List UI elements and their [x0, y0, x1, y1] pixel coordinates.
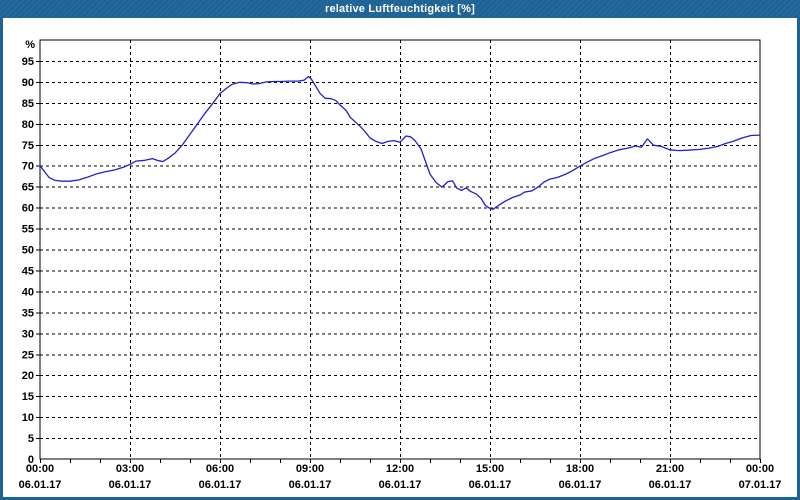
svg-text:55: 55 [22, 224, 34, 236]
svg-text:06.01.17: 06.01.17 [199, 479, 242, 491]
svg-text:06:00: 06:00 [206, 463, 234, 475]
svg-text:15:00: 15:00 [476, 463, 504, 475]
svg-text:03:00: 03:00 [116, 463, 144, 475]
window-title: relative Luftfeuchtigkeit [%] [324, 3, 476, 15]
window-title-bar[interactable]: relative Luftfeuchtigkeit [%] [0, 0, 800, 18]
svg-text:65: 65 [22, 182, 34, 194]
svg-text:07.01.17: 07.01.17 [739, 479, 782, 491]
svg-text:60: 60 [22, 203, 34, 215]
svg-text:09:00: 09:00 [296, 463, 324, 475]
y-axis-unit-label: % [25, 39, 35, 51]
svg-text:10: 10 [22, 412, 34, 424]
svg-text:00:00: 00:00 [26, 463, 54, 475]
svg-text:5: 5 [28, 433, 34, 445]
svg-text:75: 75 [22, 140, 34, 152]
series-line [39, 75, 761, 210]
svg-text:95: 95 [22, 56, 34, 68]
svg-text:70: 70 [22, 161, 34, 173]
svg-text:15: 15 [22, 391, 34, 403]
x-tick-labels: 00:00 06.01.17 03:00 06.01.17 06:00 06.01.17 0… [19, 463, 782, 491]
svg-text:00:00: 00:00 [746, 463, 774, 475]
svg-text:18:00: 18:00 [566, 463, 594, 475]
svg-text:35: 35 [22, 307, 34, 319]
svg-text:90: 90 [22, 77, 34, 89]
svg-text:50: 50 [22, 245, 34, 257]
svg-text:06.01.17: 06.01.17 [109, 479, 152, 491]
svg-text:12:00: 12:00 [386, 463, 414, 475]
svg-text:20: 20 [22, 370, 34, 382]
svg-text:06.01.17: 06.01.17 [559, 479, 602, 491]
svg-text:30: 30 [22, 328, 34, 340]
svg-text:06.01.17: 06.01.17 [469, 479, 512, 491]
x-gridlines [130, 40, 671, 459]
svg-text:06.01.17: 06.01.17 [649, 479, 692, 491]
svg-text:06.01.17: 06.01.17 [19, 479, 62, 491]
svg-text:21:00: 21:00 [656, 463, 684, 475]
svg-text:45: 45 [22, 265, 34, 277]
svg-text:80: 80 [22, 119, 34, 131]
svg-text:06.01.17: 06.01.17 [289, 479, 332, 491]
svg-text:06.01.17: 06.01.17 [379, 479, 422, 491]
svg-text:40: 40 [22, 286, 34, 298]
svg-text:85: 85 [22, 98, 34, 110]
svg-text:0: 0 [28, 454, 34, 466]
svg-text:25: 25 [22, 349, 34, 361]
y-tick-labels: 0 5 10 15 20 25 30 35 40 45 50 55 60 65 70 75 80 85 90 95% [22, 39, 40, 466]
x-minor-ticks [40, 459, 761, 463]
